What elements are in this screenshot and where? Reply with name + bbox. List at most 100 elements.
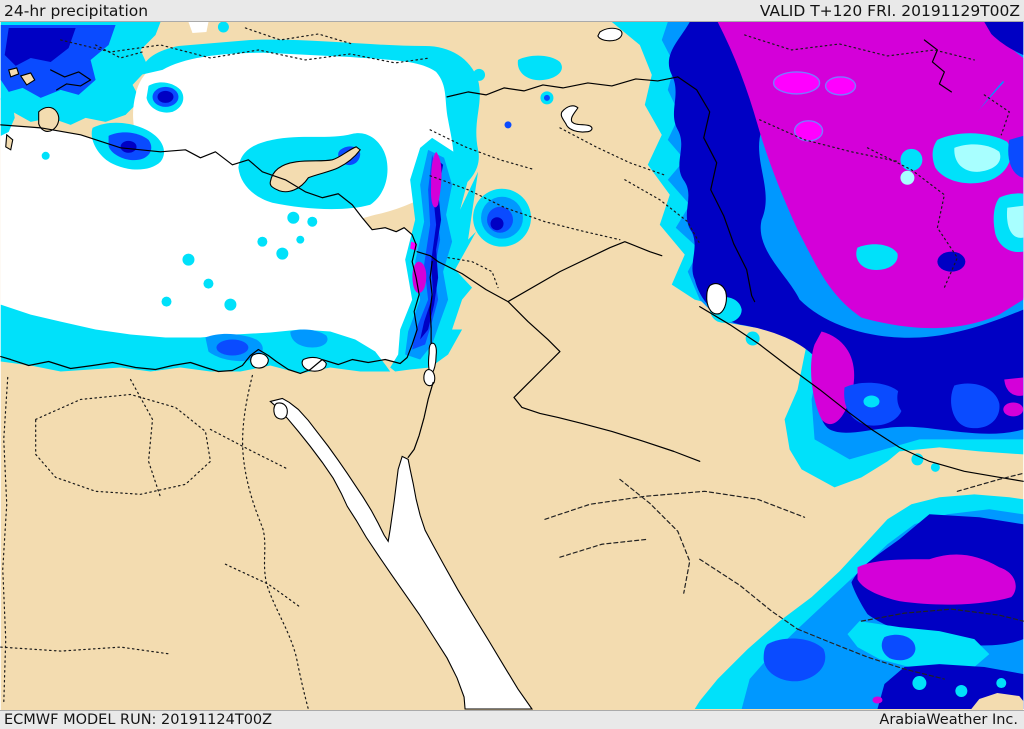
anatolia-cyan-dot xyxy=(473,68,486,81)
precipitation-map xyxy=(0,22,1024,710)
lake-tharthar xyxy=(706,283,727,315)
dashed-saudi-uae xyxy=(796,628,945,680)
dotted-turkey-2 xyxy=(244,27,353,45)
map-title: 24-hr precipitation xyxy=(4,1,149,20)
dead-sea-south xyxy=(423,368,436,387)
se-magenta xyxy=(857,554,1016,605)
levant-magenta-1 xyxy=(430,151,442,208)
dotted-iran-4 xyxy=(983,94,1010,136)
border-iran-iraq xyxy=(677,76,756,303)
aegean-island-1 xyxy=(38,106,60,132)
aegean-navy-dot xyxy=(120,140,137,153)
gulf-blue-blob2 xyxy=(951,383,1000,429)
top-edge-white-dot xyxy=(188,22,209,33)
marmara-island-1 xyxy=(19,72,36,86)
dotted-iran-1 xyxy=(866,147,959,289)
dashed-saudi-2 xyxy=(619,478,691,594)
marmara-coast xyxy=(50,69,92,91)
wedge-dot1 xyxy=(911,453,924,466)
mediterranean-sea xyxy=(0,124,420,374)
marmara-navy xyxy=(157,90,174,103)
wedge-dot2 xyxy=(930,462,940,472)
ne-bright-magenta xyxy=(772,71,857,142)
border-turkey-syria xyxy=(446,76,679,98)
delta-blue-patch xyxy=(216,339,249,356)
se-blue-blob-west xyxy=(763,638,826,682)
gulf-magenta-edge xyxy=(1004,377,1024,396)
valid-time-label: VALID T+120 FRI. 20191129T00Z xyxy=(759,1,1020,20)
dashed-saudi-3 xyxy=(559,538,649,558)
anatolia-blue-dot xyxy=(504,121,512,129)
sinai-coast-sky xyxy=(290,329,328,348)
dashed-saudi-oman xyxy=(860,608,1024,622)
anatolia-cyan-blob xyxy=(517,55,562,81)
cyprus-island xyxy=(269,146,361,193)
bitter-lakes xyxy=(273,402,288,420)
gulf-navy-blob xyxy=(897,380,928,416)
se-cyan-mid xyxy=(847,621,990,672)
islands-layer xyxy=(5,67,361,193)
gulf-cyan-hole xyxy=(863,395,880,408)
se-bottom-dots xyxy=(912,676,1007,698)
lake-assad xyxy=(560,105,593,133)
model-run-label: ECMWF MODEL RUN: 20191124T00Z xyxy=(4,712,273,728)
solid-borders xyxy=(407,76,756,462)
dashed-saudi-1 xyxy=(544,490,806,520)
dotted-turkey-1 xyxy=(60,39,431,64)
aegean-island-2 xyxy=(5,133,14,151)
red-sea xyxy=(269,397,534,710)
dotted-turkey-3 xyxy=(95,44,144,59)
mediterranean-coastline xyxy=(0,124,420,375)
se-blue-patch xyxy=(881,634,916,661)
border-jordan-saudi xyxy=(507,300,701,462)
dashed-saudi-4 xyxy=(699,558,799,630)
precip-west-system xyxy=(0,22,562,374)
dashed-oman xyxy=(956,472,1024,492)
ne-east-patches xyxy=(856,133,1024,272)
se-magenta-dot xyxy=(872,696,883,704)
left-edge-cyan xyxy=(0,97,15,136)
nw-corner-navy xyxy=(4,27,76,66)
ne-navy xyxy=(668,22,1024,434)
dotted-syria-1 xyxy=(429,129,536,171)
levant-magenta-2 xyxy=(412,261,427,293)
sea-layer xyxy=(0,124,534,710)
gulf-magenta-finger xyxy=(811,331,855,425)
lakes-layer xyxy=(250,27,727,420)
border-syria-jordan xyxy=(437,241,663,303)
delta-lagoon-1 xyxy=(250,352,269,369)
africa-coast-band xyxy=(0,304,391,374)
coastline-layer xyxy=(0,39,1024,482)
dotted-egypt-loop xyxy=(35,393,212,495)
dotted-iraq xyxy=(624,179,701,245)
persian-gulf-coast xyxy=(699,305,1024,482)
sea-cyan-dots xyxy=(41,151,318,311)
credit-label: ArabiaWeather Inc. xyxy=(879,712,1018,728)
se-tan-notch xyxy=(971,693,1024,710)
dotted-egypt-4 xyxy=(224,563,301,608)
turkey-cyan-ring xyxy=(140,39,480,190)
dotted-egypt-3 xyxy=(209,428,289,470)
anatolia-dot2-core xyxy=(543,94,550,101)
title-bar: 24-hr precipitation VALID T+120 FRI. 201… xyxy=(0,0,1024,22)
gulf-magenta-dot xyxy=(1003,402,1024,417)
dotted-egypt-south xyxy=(0,646,172,655)
dotted-syria-2 xyxy=(429,175,621,241)
dotted-syria-3 xyxy=(559,127,665,176)
caspian-coast xyxy=(923,39,952,93)
lake-van xyxy=(597,27,623,42)
dotted-iran-2 xyxy=(759,119,901,163)
precip-southeast-system xyxy=(694,494,1024,710)
dotted-iran-3 xyxy=(744,34,975,61)
map-container xyxy=(0,22,1024,710)
dotted-jordan xyxy=(447,257,499,289)
marmara-island-2 xyxy=(8,67,20,78)
dotted-borders xyxy=(0,27,1024,710)
top-edge-cyan-dot xyxy=(217,22,229,33)
syria-cell-navy xyxy=(490,217,504,231)
precip-northeast-system xyxy=(611,22,1024,488)
border-jordan-river xyxy=(407,251,439,458)
ne-corner-navy xyxy=(984,22,1024,55)
footer-bar: ECMWF MODEL RUN: 20191124T00Z ArabiaWeat… xyxy=(0,710,1024,729)
